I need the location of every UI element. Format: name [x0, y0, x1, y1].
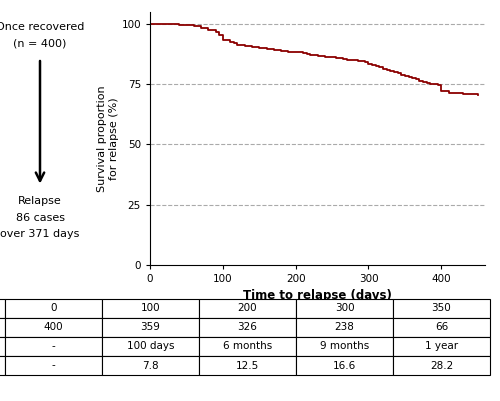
Text: Relapse: Relapse	[18, 196, 62, 207]
Text: Once recovered: Once recovered	[0, 22, 84, 32]
Text: (n = 400): (n = 400)	[14, 38, 66, 48]
X-axis label: Time to relapse (days): Time to relapse (days)	[243, 289, 392, 302]
Text: 86 cases: 86 cases	[16, 213, 64, 223]
Text: over 371 days: over 371 days	[0, 229, 80, 239]
Y-axis label: Survival proportion
for relapse (%): Survival proportion for relapse (%)	[97, 85, 118, 192]
